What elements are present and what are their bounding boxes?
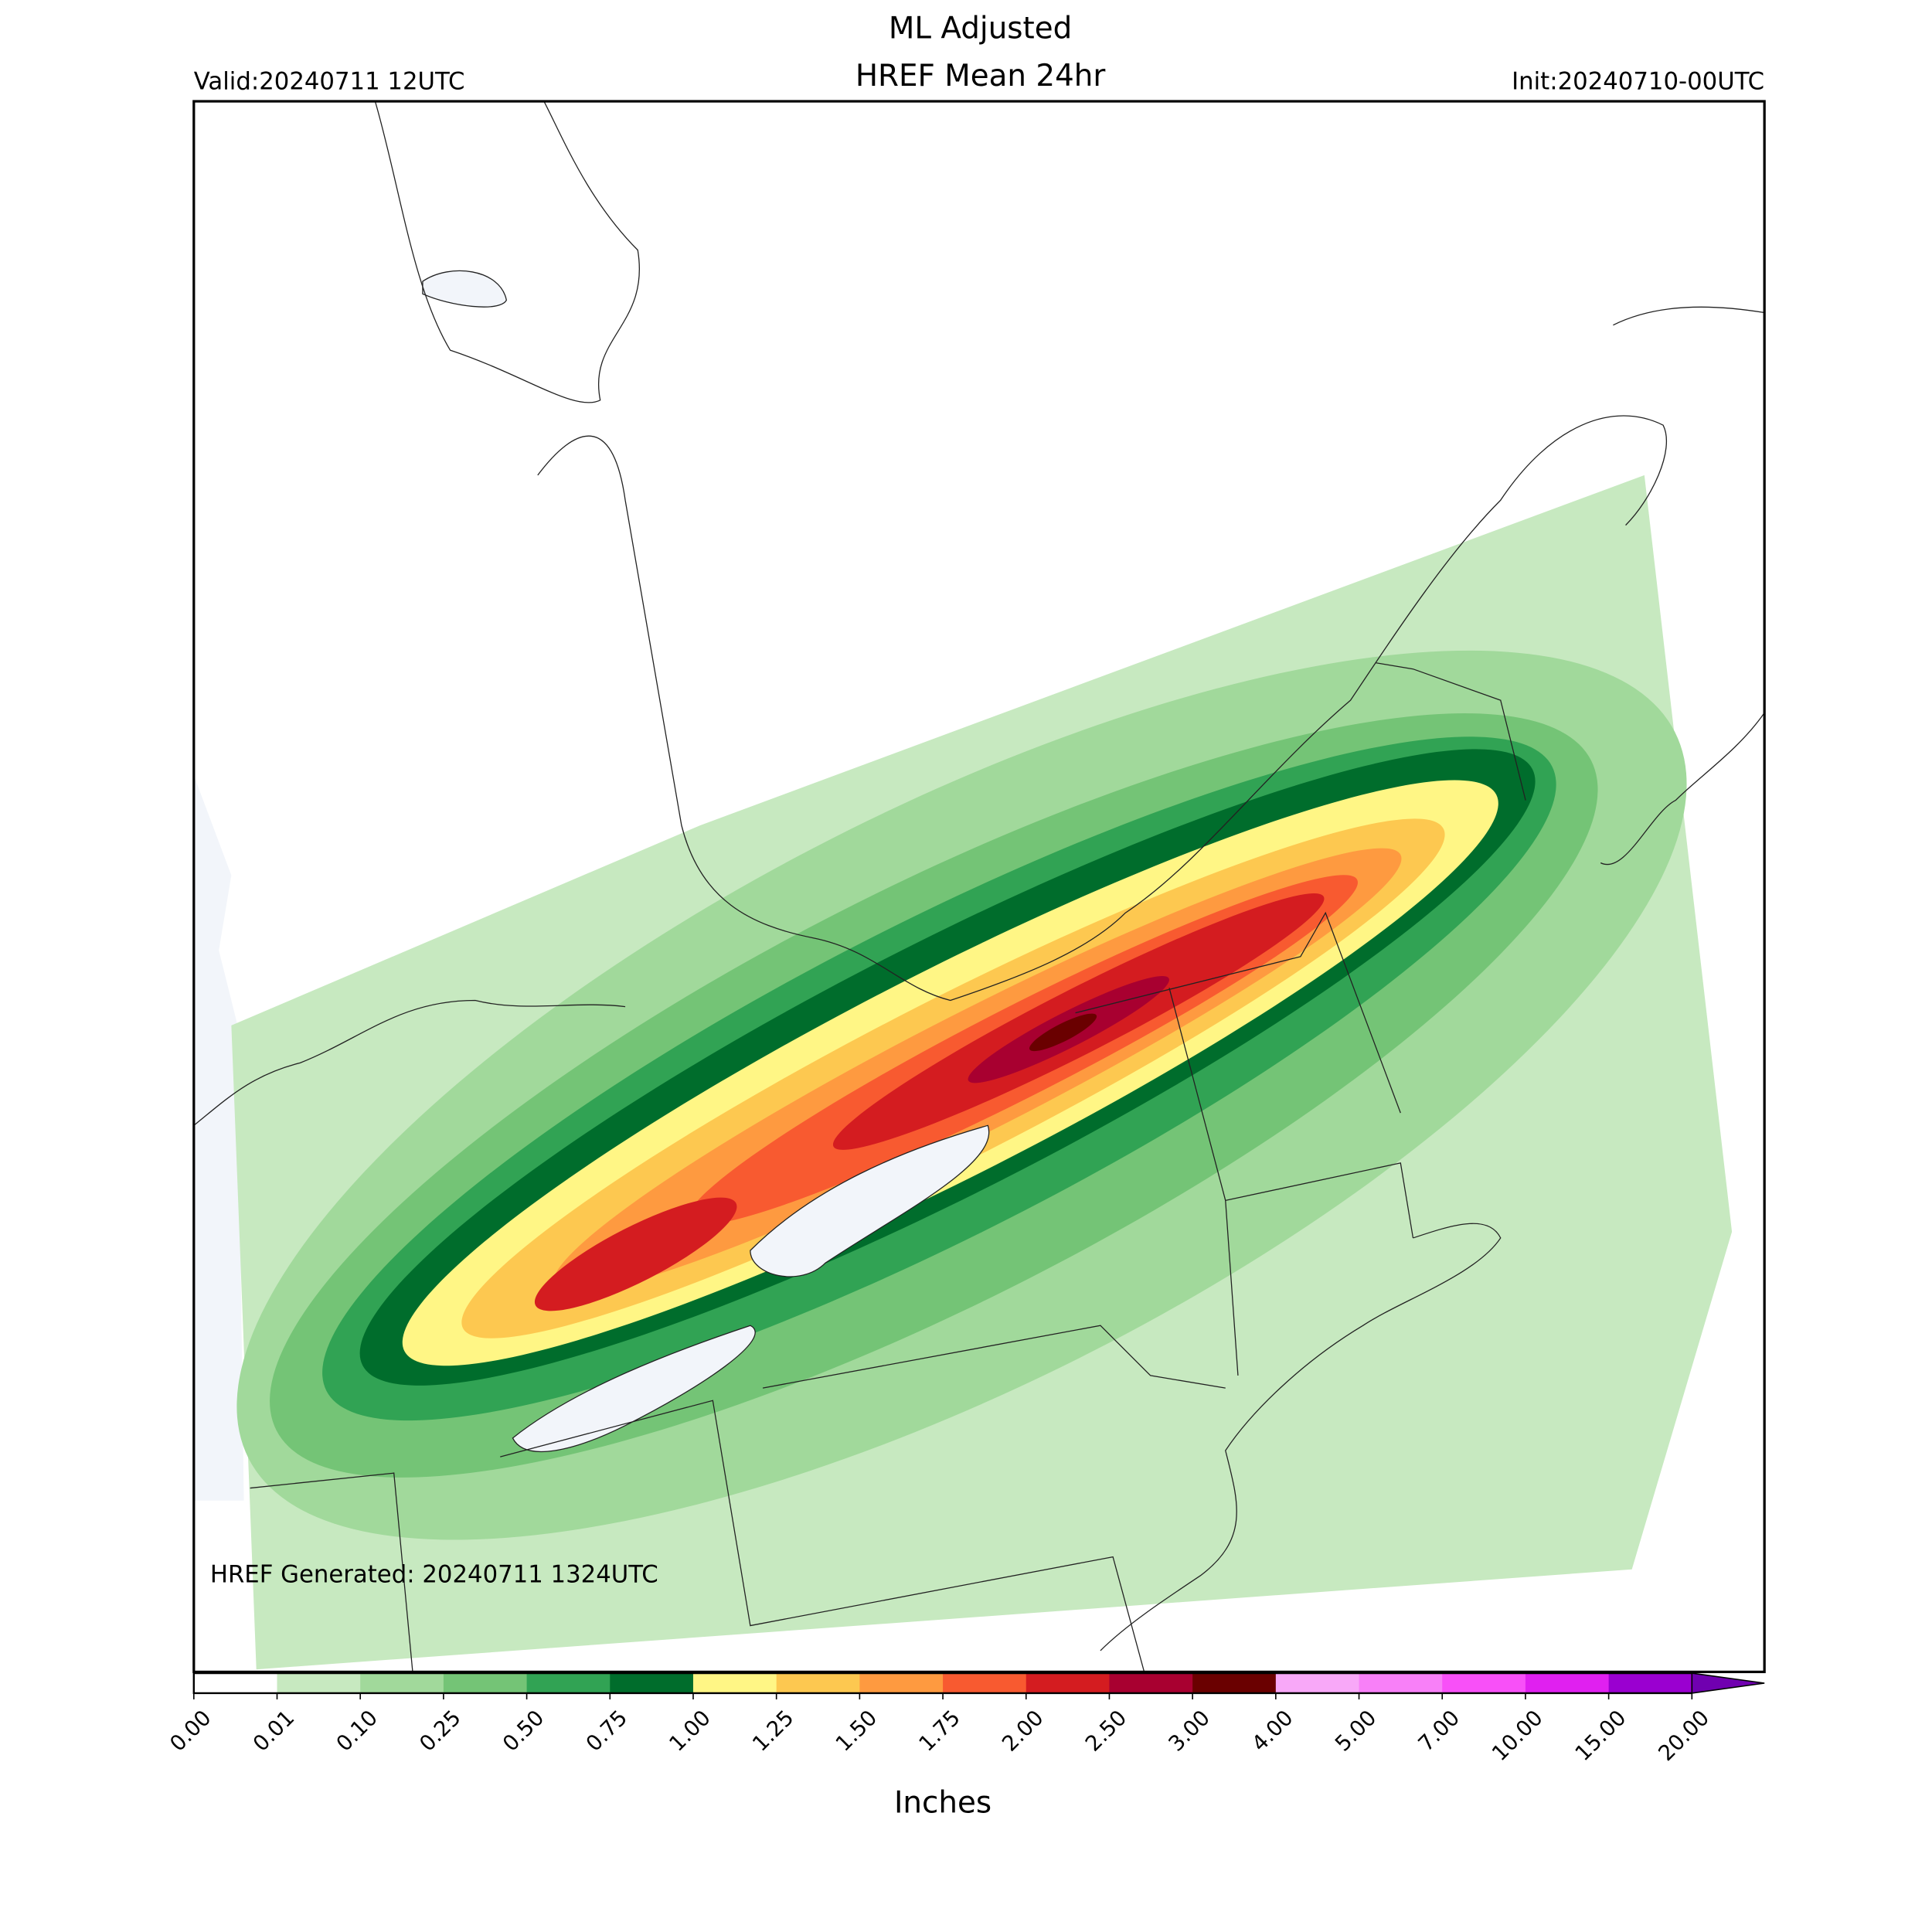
init-time: Init:20240710-00UTC	[1512, 67, 1764, 95]
colorbar-tick-label: 1.50	[831, 1706, 882, 1757]
colorbar-cell	[443, 1673, 528, 1693]
colorbar-cell	[776, 1673, 860, 1693]
map-frame	[192, 100, 1766, 1674]
lake	[422, 270, 508, 308]
title-line: ML Adjusted	[889, 11, 1072, 46]
precip-band	[534, 1197, 737, 1311]
colorbar-cell	[1275, 1673, 1360, 1693]
colorbar-cell	[360, 1673, 444, 1693]
colorbar-cell	[1525, 1673, 1610, 1693]
colorbar-cell	[277, 1673, 361, 1693]
colorbar-tick-label: 0.01	[248, 1706, 299, 1757]
colorbar-cell	[943, 1673, 1027, 1693]
colorbar-label: Inches	[894, 1785, 992, 1820]
map: HREF Generated: 20240711 1324UTC	[193, 101, 1765, 1672]
colorbar-tick-label: 5.00	[1330, 1706, 1381, 1757]
colorbar-cell	[1608, 1673, 1692, 1693]
title-line: HREF Mean 24hr	[855, 59, 1106, 94]
colorbar-cell	[1442, 1673, 1526, 1693]
coastline	[1100, 1223, 1502, 1651]
colorbar-cell	[1359, 1673, 1443, 1693]
colorbar-cell	[859, 1673, 944, 1693]
colorbar-tick-label: 1.75	[914, 1706, 965, 1757]
colorbar-tick-label: 0.50	[498, 1706, 549, 1757]
colorbar-cell	[1192, 1673, 1277, 1693]
colorbar-tick-label: 7.00	[1413, 1706, 1464, 1757]
colorbar-tick-label: 0.25	[415, 1706, 466, 1757]
colorbar-cell	[610, 1673, 694, 1693]
colorbar-tick-label: 4.00	[1247, 1706, 1298, 1757]
valid-time: Valid:20240711 12UTC	[194, 67, 465, 95]
colorbar-tick-label: 3.00	[1164, 1706, 1215, 1757]
colorbar-tick-label: 0.75	[581, 1706, 632, 1757]
coastline	[193, 999, 626, 1126]
colorbar: 0.00 0.01 0.10 0.25 0.50 0.75 1.00 1.25 1.50 1.75…	[165, 1672, 1765, 1766]
colorbar-tick-label: 10.00	[1487, 1706, 1547, 1766]
lake-erie	[512, 1325, 756, 1453]
coastline	[1600, 306, 1765, 866]
colorbar-cell	[1026, 1673, 1110, 1693]
colorbar-tick-label: 20.00	[1654, 1706, 1714, 1766]
colorbar-cell	[193, 1673, 277, 1693]
colorbar-tick-label: 2.00	[998, 1706, 1049, 1757]
generated-time: HREF Generated: 20240711 1324UTC	[210, 1560, 658, 1588]
colorbar-cell	[1109, 1673, 1193, 1693]
colorbar-cell	[692, 1673, 777, 1693]
lake-ontario	[750, 1124, 990, 1277]
colorbar-tick-label: 0.10	[332, 1706, 383, 1757]
colorbar-extend	[1691, 1672, 1765, 1694]
colorbar-tick-label: 2.50	[1080, 1706, 1131, 1757]
lake-michigan	[193, 775, 244, 1501]
colorbar-tick-label: 15.00	[1570, 1706, 1631, 1766]
state-border	[250, 911, 1414, 1672]
colorbar-tick-label: 1.00	[665, 1706, 716, 1757]
colorbar-tick-label: 0.00	[165, 1706, 216, 1757]
precip-band	[1029, 1013, 1097, 1052]
precip-bands	[236, 650, 1687, 1540]
border	[537, 415, 1667, 1002]
colorbar-cell	[526, 1673, 611, 1693]
coastline	[374, 101, 640, 403]
colorbar-tick-label: 1.25	[748, 1706, 799, 1757]
border	[1375, 662, 1526, 801]
